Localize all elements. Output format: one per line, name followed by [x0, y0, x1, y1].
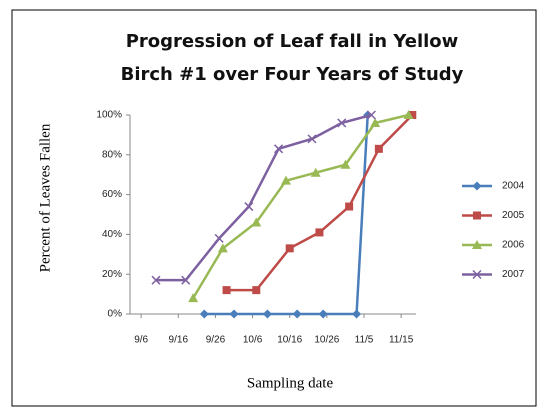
y-tick-label: 60% — [102, 189, 122, 200]
marker — [370, 117, 381, 127]
x-tick-label: 9/26 — [206, 335, 226, 346]
marker — [252, 286, 261, 295]
marker — [188, 293, 199, 303]
legend-label: 2005 — [502, 210, 525, 221]
chart-title: Progression of Leaf fall in Yellow — [126, 31, 459, 52]
marker — [310, 167, 321, 177]
x-tick-label: 10/16 — [277, 335, 302, 346]
marker — [473, 211, 481, 220]
marker — [262, 309, 272, 319]
marker — [366, 110, 376, 120]
series-line — [192, 113, 409, 299]
chart-frame — [11, 9, 537, 407]
marker — [285, 244, 294, 253]
x-tick-label: 9/6 — [134, 335, 148, 346]
y-tick-label: 80% — [102, 149, 122, 160]
marker — [251, 217, 262, 227]
x-tick-label: 11/5 — [355, 335, 374, 346]
marker — [352, 309, 362, 319]
marker — [315, 228, 324, 237]
marker — [151, 275, 161, 285]
x-tick-label: 11/15 — [389, 335, 414, 346]
marker — [408, 111, 417, 119]
marker — [214, 233, 224, 243]
y-tick-label: 0% — [108, 309, 123, 320]
marker — [229, 309, 239, 319]
y-tick-label: 100% — [96, 110, 122, 121]
x-tick-label: 10/26 — [314, 335, 339, 346]
marker — [292, 309, 302, 319]
x-tick-label: 9/16 — [169, 335, 189, 346]
marker — [472, 269, 482, 280]
y-axis-title: Percent of Leaves Fallen — [37, 123, 53, 272]
marker — [181, 275, 191, 285]
marker — [281, 175, 291, 185]
marker — [318, 309, 328, 319]
marker — [403, 110, 414, 119]
legend-label: 2006 — [502, 240, 525, 251]
y-tick-label: 40% — [102, 229, 122, 240]
marker — [337, 118, 347, 128]
marker — [307, 134, 317, 144]
marker — [345, 202, 354, 211]
marker — [244, 202, 254, 212]
x-tick-label: 10/6 — [243, 335, 263, 346]
marker — [472, 181, 482, 191]
marker — [274, 144, 284, 154]
x-axis-title: Sampling date — [247, 375, 334, 391]
chart-title: Birch #1 over Four Years of Study — [121, 64, 464, 85]
marker — [199, 309, 209, 319]
legend-label: 2007 — [502, 269, 525, 280]
legend-label: 2004 — [502, 181, 525, 192]
marker — [340, 159, 351, 169]
y-tick-label: 20% — [102, 269, 122, 280]
marker — [222, 286, 231, 295]
series-line — [156, 113, 372, 282]
marker — [472, 240, 482, 249]
marker — [217, 243, 228, 253]
marker — [374, 144, 383, 153]
